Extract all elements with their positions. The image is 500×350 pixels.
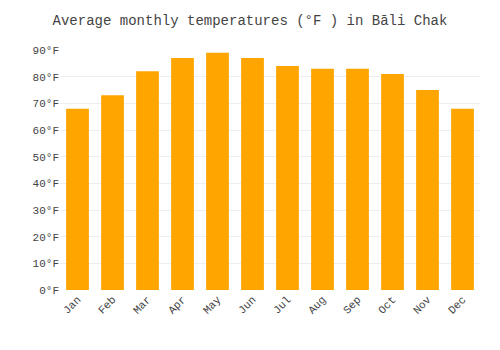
svg-text:30°F: 30°F [33, 205, 59, 217]
svg-text:Feb: Feb [96, 294, 118, 316]
svg-text:0°F: 0°F [39, 285, 59, 297]
svg-text:Oct: Oct [376, 294, 398, 316]
svg-text:Mar: Mar [131, 294, 153, 316]
svg-text:May: May [201, 294, 224, 317]
svg-text:60°F: 60°F [33, 125, 59, 137]
svg-text:10°F: 10°F [33, 258, 59, 270]
svg-text:70°F: 70°F [33, 98, 59, 110]
svg-text:Jun: Jun [236, 294, 258, 316]
svg-text:Nov: Nov [411, 294, 434, 317]
svg-text:80°F: 80°F [33, 72, 59, 84]
svg-text:50°F: 50°F [33, 152, 59, 164]
svg-text:Jul: Jul [271, 294, 293, 316]
svg-text:Aug: Aug [306, 294, 328, 316]
svg-text:20°F: 20°F [33, 232, 59, 244]
svg-text:Average monthly temperatures (: Average monthly temperatures (°F ) in Bā… [53, 13, 448, 29]
svg-text:Dec: Dec [446, 294, 468, 316]
svg-text:90°F: 90°F [33, 45, 59, 57]
svg-text:Apr: Apr [166, 294, 188, 316]
svg-text:Jan: Jan [61, 294, 83, 316]
svg-text:40°F: 40°F [33, 178, 59, 190]
svg-text:Sep: Sep [341, 294, 363, 316]
